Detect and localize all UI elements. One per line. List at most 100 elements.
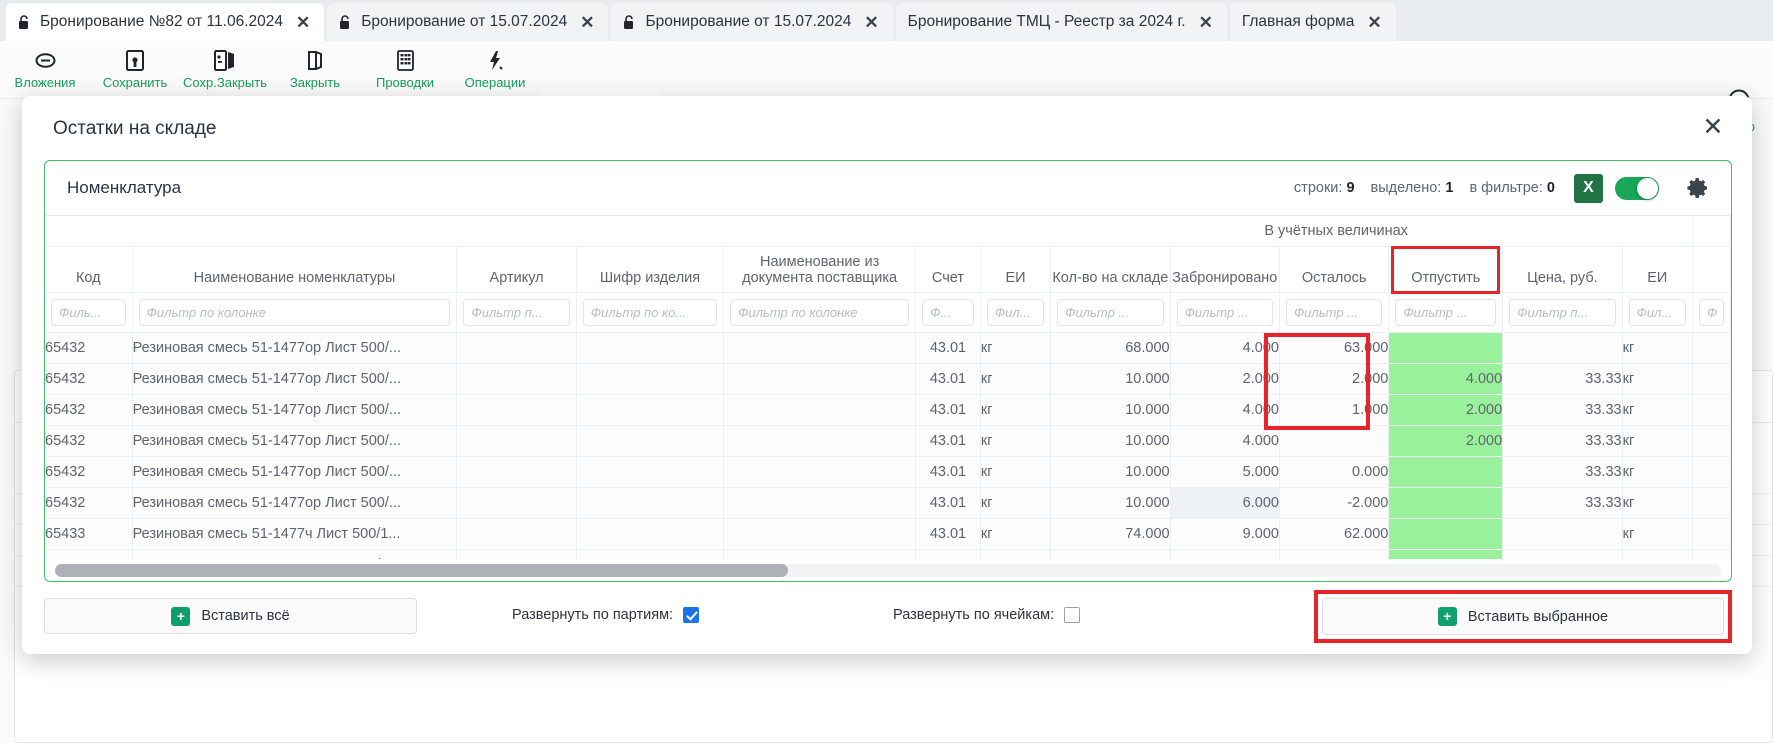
filter-input-stock-qty[interactable]: Фильтр ... xyxy=(1057,298,1164,326)
save-button[interactable]: Сохранить xyxy=(90,41,180,99)
filter-input-extra[interactable]: Ф xyxy=(1698,298,1724,326)
group-header-accounting-units: В учётных величинах xyxy=(980,216,1693,247)
cell-extra xyxy=(1692,518,1731,550)
col-header-account[interactable]: Счет xyxy=(915,246,981,293)
table-row[interactable]: 65432 Резиновая смесь 51-1477ор Лист 500… xyxy=(45,394,1731,426)
filter-input-account[interactable]: Ф... xyxy=(922,298,974,326)
filter-input-release[interactable]: Фильтр ... xyxy=(1395,298,1497,326)
col-header-unit2[interactable]: ЕИ xyxy=(1622,246,1693,293)
insert-selected-button[interactable]: + Вставить выбранное xyxy=(1322,598,1724,635)
cell-cipher xyxy=(576,332,725,364)
table-row[interactable]: 65432 Резиновая смесь 51-1477ор Лист 500… xyxy=(45,332,1731,364)
tab-close-button[interactable]: ✕ xyxy=(864,12,879,32)
close-icon[interactable]: ✕ xyxy=(1702,112,1724,141)
stat-rows: строки: 9 xyxy=(1293,180,1355,196)
cell-release[interactable] xyxy=(1388,332,1504,364)
table-row[interactable]: 65433 Резиновая смесь 51-1477ч Лист 500/… xyxy=(45,549,1731,559)
cell-stock-qty: 10.000 xyxy=(1050,363,1171,395)
filter-cell-release: Фильтр ... xyxy=(1388,292,1504,333)
col-header-price[interactable]: Цена, руб. xyxy=(1502,246,1623,293)
cell-release[interactable] xyxy=(1388,487,1504,519)
filter-input-remaining[interactable]: Фильтр ... xyxy=(1285,298,1383,326)
close-button[interactable]: Закрыть xyxy=(270,41,360,99)
cell-code: 65432 xyxy=(45,487,133,519)
col-header-remaining[interactable]: Осталось xyxy=(1279,246,1390,293)
cell-release[interactable]: 4.000 xyxy=(1388,363,1504,395)
lock-open-icon xyxy=(623,14,636,30)
filter-input-price[interactable]: Фильтр п... xyxy=(1509,298,1616,326)
col-header-reserved[interactable]: Забронировано xyxy=(1170,246,1280,293)
cell-remaining: 0.000 xyxy=(1279,456,1390,488)
col-header-cipher[interactable]: Шифр изделия xyxy=(576,246,725,293)
col-header-extra[interactable] xyxy=(1692,246,1731,293)
export-excel-icon[interactable]: X xyxy=(1574,173,1603,203)
save-close-button[interactable]: Сохр.Закрыть xyxy=(180,41,270,99)
tab-close-button[interactable]: ✕ xyxy=(1198,12,1213,32)
col-header-supplier-doc-name[interactable]: Наименование из документа поставщика xyxy=(723,246,917,293)
filter-input-unit[interactable]: Фил... xyxy=(986,298,1045,326)
filter-cell-supplier-doc-name: Фильтр по колонке xyxy=(723,292,917,333)
col-header-unit[interactable]: ЕИ xyxy=(980,246,1052,293)
cell-cipher xyxy=(576,518,725,550)
cell-price: 33.33 xyxy=(1502,394,1623,426)
plus-icon: + xyxy=(171,606,191,626)
filter-input-code[interactable]: Филь... xyxy=(51,298,126,326)
filter-cell-remaining: Фильтр ... xyxy=(1279,292,1390,333)
grid-mode-toggle[interactable] xyxy=(1615,176,1659,200)
tab-booking-15072024-b[interactable]: Бронирование от 15.07.2024 ✕ xyxy=(611,3,893,41)
insert-all-button[interactable]: + Вставить всё xyxy=(44,598,417,634)
attachments-button[interactable]: Вложения xyxy=(0,41,90,99)
table-row[interactable]: 65432 Резиновая смесь 51-1477ор Лист 500… xyxy=(45,456,1731,488)
cell-release[interactable]: 2.000 xyxy=(1388,425,1504,457)
scrollbar-thumb[interactable] xyxy=(55,564,789,577)
cell-extra xyxy=(1692,425,1731,457)
cell-account: 43.01 xyxy=(915,518,981,550)
main-toolbar: Вложения Сохранить Сохр.Закрыть Закрыть … xyxy=(0,41,1773,134)
postings-button[interactable]: Проводки xyxy=(360,41,450,99)
cell-name: Резиновая смесь 51-1477ор Лист 500/... xyxy=(132,456,458,488)
cell-release[interactable] xyxy=(1388,456,1504,488)
dialog-footer: + Вставить всё Развернуть по партиям: Ра… xyxy=(44,590,1732,644)
horizontal-scrollbar[interactable] xyxy=(55,564,1721,577)
filter-input-name[interactable]: Фильтр по колонке xyxy=(138,298,451,326)
tab-close-button[interactable]: ✕ xyxy=(1367,12,1382,32)
filter-input-supplier-doc-name[interactable]: Фильтр по колонке xyxy=(730,298,910,326)
expand-by-batches-checkbox[interactable] xyxy=(683,607,700,623)
tab-registry-2024[interactable]: Бронирование ТМЦ - Реестр за 2024 г. ✕ xyxy=(895,3,1227,41)
cell-price: 33.33 xyxy=(1502,487,1623,519)
table-row[interactable]: 65433 Резиновая смесь 51-1477ч Лист 500/… xyxy=(45,518,1731,550)
cell-release[interactable] xyxy=(1388,518,1504,550)
cell-unit: кг xyxy=(980,456,1052,488)
col-header-code[interactable]: Код xyxy=(45,246,133,293)
filter-cell-cipher: Фильтр по ко... xyxy=(576,292,725,333)
filter-input-reserved[interactable]: Фильтр ... xyxy=(1176,298,1273,326)
gear-icon[interactable] xyxy=(1685,175,1711,201)
cell-remaining: 63.000 xyxy=(1279,332,1390,364)
tab-close-button[interactable]: ✕ xyxy=(580,12,595,32)
table-row[interactable]: 65432 Резиновая смесь 51-1477ор Лист 500… xyxy=(45,487,1731,519)
col-header-name[interactable]: Наименование номенклатуры xyxy=(132,246,458,293)
table-row[interactable]: 65432 Резиновая смесь 51-1477ор Лист 500… xyxy=(45,363,1731,395)
tab-booking-15072024-a[interactable]: Бронирование от 15.07.2024 ✕ xyxy=(327,3,609,41)
col-header-article[interactable]: Артикул xyxy=(456,246,577,293)
tab-main-form[interactable]: Главная форма ✕ xyxy=(1229,3,1396,41)
expand-by-cells-checkbox[interactable] xyxy=(1064,607,1081,623)
operations-button[interactable]: Операции xyxy=(450,41,540,99)
table-row[interactable]: 65432 Резиновая смесь 51-1477ор Лист 500… xyxy=(45,425,1731,457)
filter-cell-reserved: Фильтр ... xyxy=(1170,292,1280,333)
filter-input-cipher[interactable]: Фильтр по ко... xyxy=(582,298,718,326)
tab-close-button[interactable]: ✕ xyxy=(295,12,311,32)
column-header-row: Код Наименование номенклатуры Артикул Ши… xyxy=(45,245,1731,293)
cell-release[interactable]: 2.000 xyxy=(1388,394,1504,426)
cell-reserved: 5.000 xyxy=(1170,456,1280,488)
cell-code: 65432 xyxy=(45,425,133,457)
plus-icon: + xyxy=(1437,607,1457,626)
col-header-release[interactable]: Отпустить xyxy=(1388,245,1504,293)
tab-booking-82[interactable]: Бронирование №82 от 11.06.2024 ✕ xyxy=(6,3,325,41)
cell-price xyxy=(1502,332,1623,364)
cell-name: Резиновая смесь 51-1477ч Лист 500/1... xyxy=(132,549,458,559)
filter-input-unit2[interactable]: Фил... xyxy=(1628,298,1686,326)
filter-input-article[interactable]: Фильтр п... xyxy=(463,298,570,326)
col-header-stock-qty[interactable]: Кол-во на складе xyxy=(1050,246,1171,293)
cell-release[interactable] xyxy=(1388,549,1504,559)
